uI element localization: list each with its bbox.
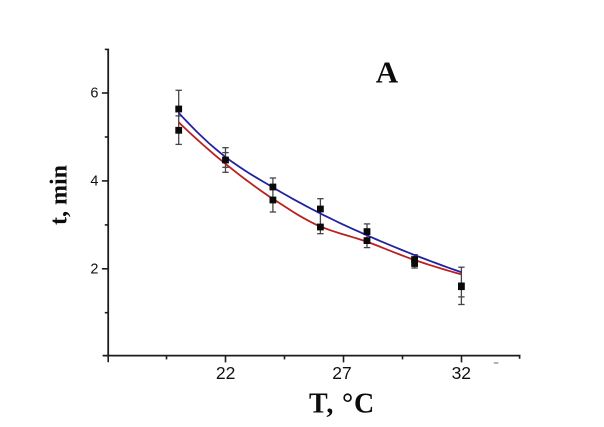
svg-text:T, °C: T, °C: [309, 389, 375, 420]
svg-text:32: 32: [452, 363, 471, 383]
svg-text:6: 6: [90, 86, 98, 102]
svg-text:t, min: t, min: [47, 165, 73, 225]
svg-text:22: 22: [216, 363, 235, 383]
svg-text:2: 2: [90, 261, 98, 277]
svg-text:4: 4: [90, 174, 98, 190]
svg-text:A: A: [376, 55, 399, 90]
svg-text:27: 27: [332, 363, 351, 383]
